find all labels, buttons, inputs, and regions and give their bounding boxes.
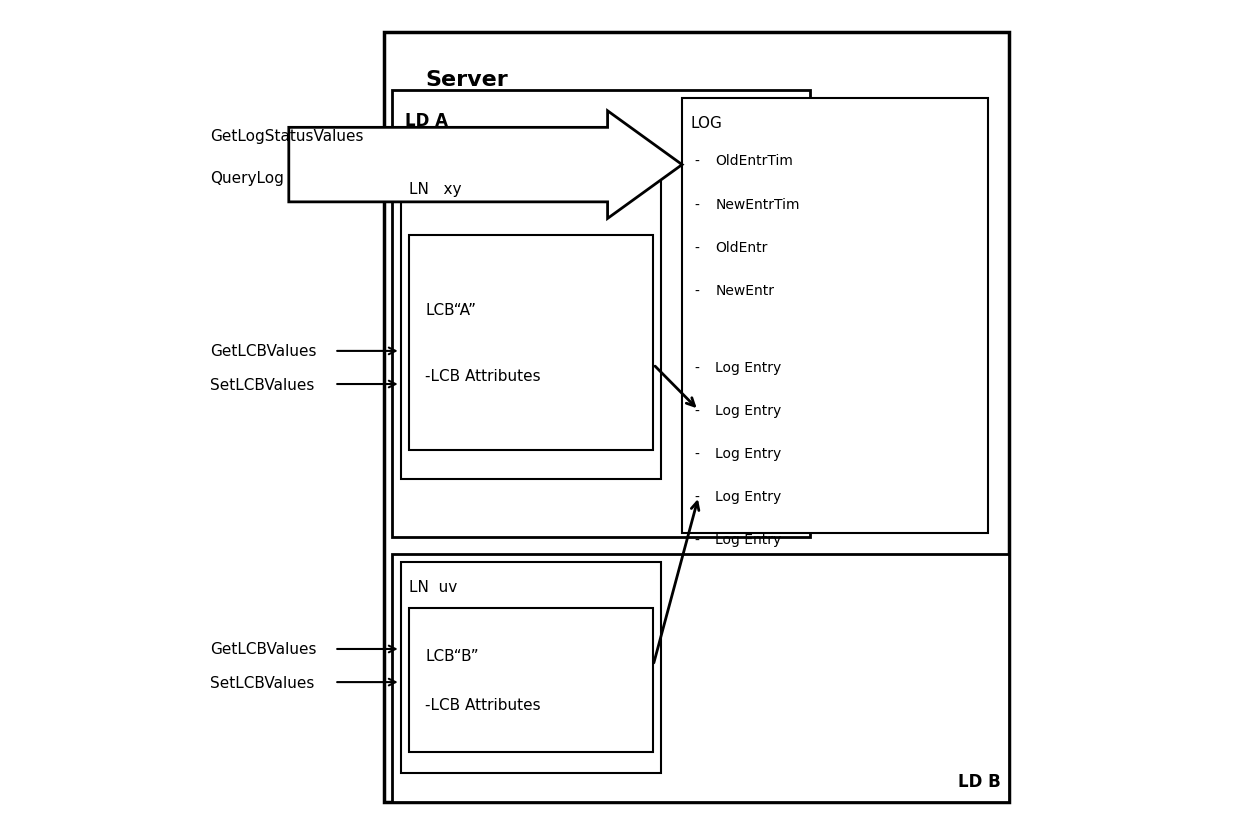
- Text: LCB“A”: LCB“A”: [425, 303, 476, 318]
- Text: Server: Server: [425, 70, 508, 90]
- Text: -: -: [694, 447, 704, 461]
- Text: Log Entry: Log Entry: [715, 404, 781, 418]
- Text: -: -: [694, 241, 704, 254]
- FancyBboxPatch shape: [392, 91, 811, 538]
- Text: NewEntr: NewEntr: [715, 284, 774, 297]
- Text: Log Entry: Log Entry: [715, 361, 781, 375]
- Text: -: -: [694, 404, 704, 418]
- Text: LD B: LD B: [959, 772, 1001, 790]
- Text: QueryLog: QueryLog: [210, 170, 284, 185]
- Polygon shape: [289, 112, 682, 219]
- Text: -: -: [694, 284, 704, 297]
- Text: SetLCBValues: SetLCBValues: [210, 675, 315, 690]
- Text: Log Entry: Log Entry: [715, 447, 781, 461]
- Text: LOG: LOG: [691, 116, 722, 131]
- Text: GetLCBValues: GetLCBValues: [210, 344, 316, 359]
- Text: Log Entry: Log Entry: [715, 533, 781, 547]
- Text: GetLogStatusValues: GetLogStatusValues: [210, 129, 363, 144]
- Text: -: -: [694, 490, 704, 504]
- Text: LD A: LD A: [404, 112, 448, 130]
- Text: -LCB Attributes: -LCB Attributes: [425, 697, 541, 713]
- FancyBboxPatch shape: [401, 165, 661, 480]
- FancyBboxPatch shape: [409, 608, 653, 753]
- Text: OldEntr: OldEntr: [715, 241, 768, 254]
- Text: OldEntrTim: OldEntrTim: [715, 155, 794, 168]
- FancyBboxPatch shape: [401, 562, 661, 773]
- Text: LN   xy: LN xy: [409, 182, 461, 197]
- Text: -: -: [694, 198, 704, 211]
- Text: -LCB Attributes: -LCB Attributes: [425, 369, 541, 384]
- Text: -: -: [694, 361, 704, 375]
- Text: LCB“B”: LCB“B”: [425, 648, 479, 663]
- FancyBboxPatch shape: [409, 236, 653, 451]
- Text: -: -: [694, 533, 704, 547]
- Text: -: -: [694, 155, 704, 168]
- Text: GetLCBValues: GetLCBValues: [210, 642, 316, 657]
- Text: Log Entry: Log Entry: [715, 490, 781, 504]
- FancyBboxPatch shape: [384, 33, 1009, 802]
- FancyBboxPatch shape: [682, 99, 988, 533]
- Text: SetLCBValues: SetLCBValues: [210, 377, 315, 392]
- FancyBboxPatch shape: [392, 554, 1009, 802]
- Text: NewEntrTim: NewEntrTim: [715, 198, 800, 211]
- Text: LN  uv: LN uv: [409, 579, 458, 594]
